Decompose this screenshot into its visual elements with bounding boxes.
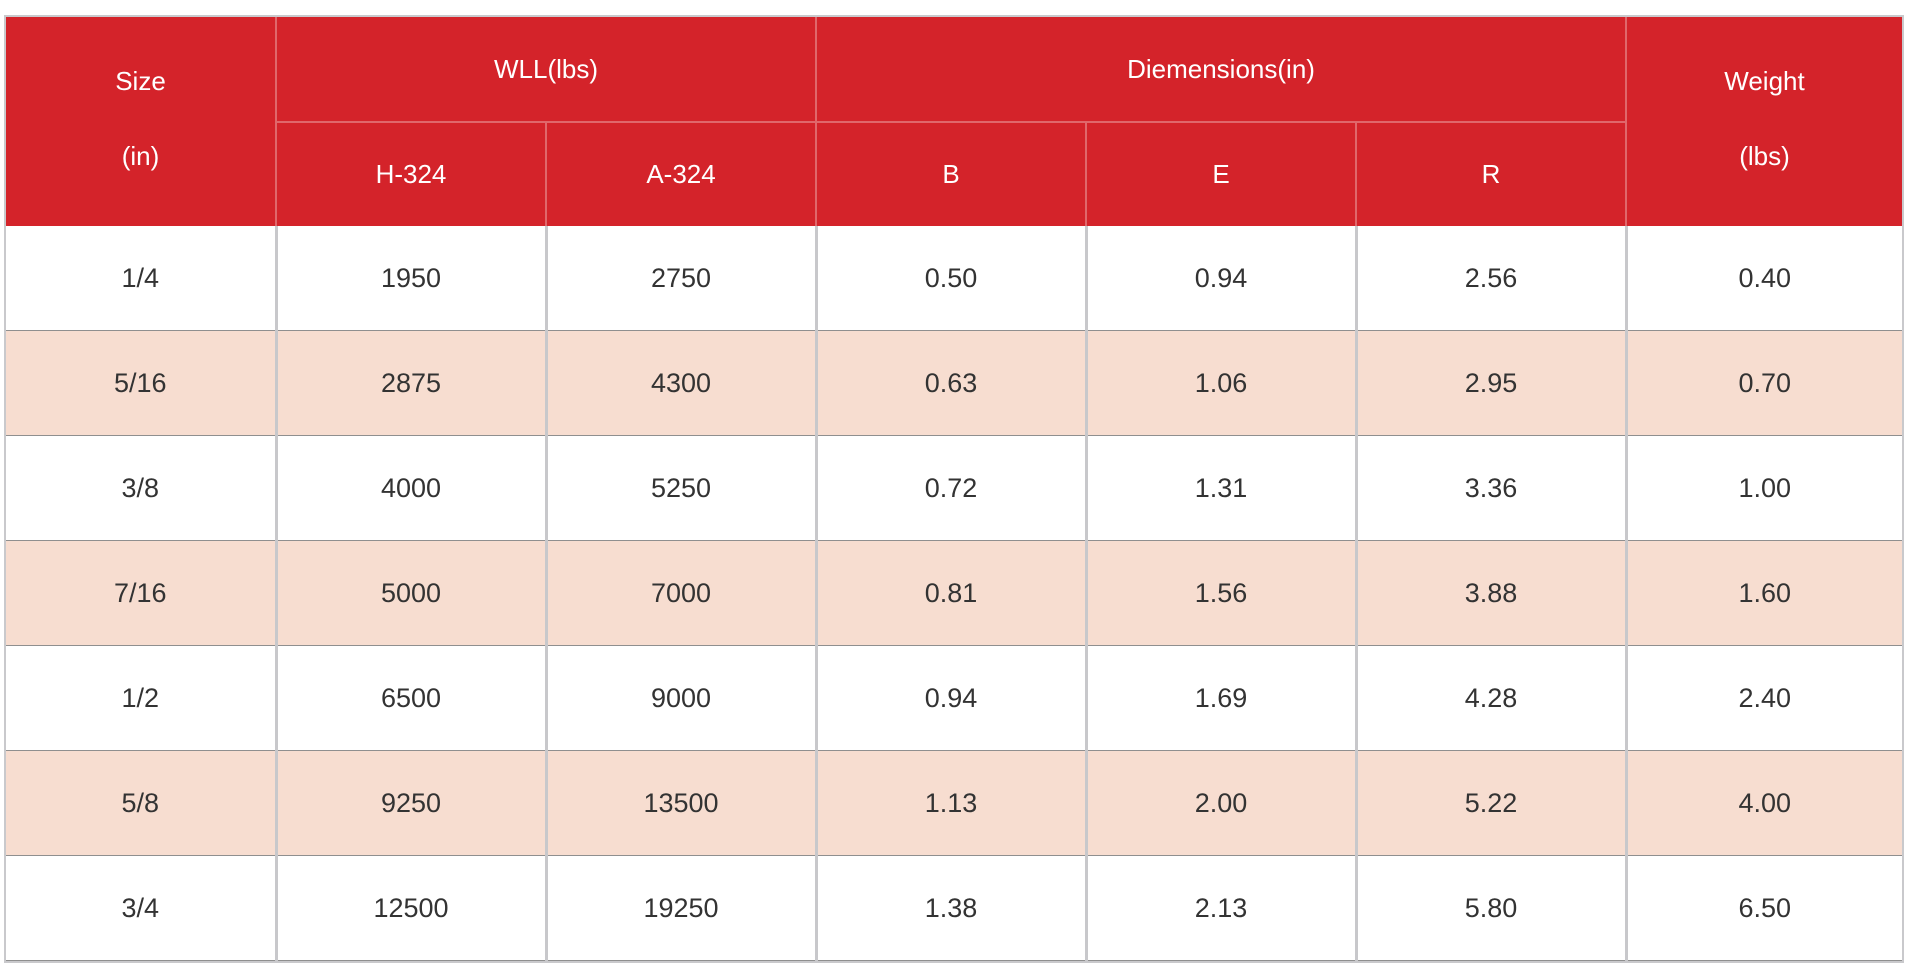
cell-dim-e: 1.69 <box>1084 645 1358 751</box>
table-header: Size (in) WLL(lbs) Diemensions(in) Weigh… <box>6 17 1903 226</box>
cell-wll-h324: 1950 <box>274 226 548 331</box>
cell-size: 7/16 <box>6 540 278 646</box>
header-e: E <box>1085 122 1358 226</box>
cell-wll-a324: 4300 <box>544 330 818 436</box>
cell-wll-a324: 19250 <box>544 855 818 961</box>
header-wll: WLL(lbs) <box>274 17 818 123</box>
cell-size: 3/8 <box>6 435 278 541</box>
cell-wll-a324: 13500 <box>544 750 818 856</box>
spec-table-frame: Size (in) WLL(lbs) Diemensions(in) Weigh… <box>4 15 1904 963</box>
header-b: B <box>815 122 1088 226</box>
cell-dim-r: 2.56 <box>1354 226 1628 331</box>
cell-size: 3/4 <box>6 855 278 961</box>
cell-dim-r: 5.80 <box>1354 855 1628 961</box>
cell-weight: 6.50 <box>1624 855 1903 961</box>
table-row: 5/16 2875 4300 0.63 1.06 2.95 0.70 <box>6 330 1903 436</box>
table-row: 1/2 6500 9000 0.94 1.69 4.28 2.40 <box>6 645 1903 751</box>
cell-size: 5/16 <box>6 330 278 436</box>
cell-size: 1/4 <box>6 226 278 331</box>
cell-weight: 1.60 <box>1624 540 1903 646</box>
cell-dim-e: 1.06 <box>1084 330 1358 436</box>
cell-dim-b: 0.94 <box>814 645 1088 751</box>
table-row: 3/4 12500 19250 1.38 2.13 5.80 6.50 <box>6 855 1903 961</box>
cell-dim-b: 0.50 <box>814 226 1088 331</box>
cell-wll-a324: 5250 <box>544 435 818 541</box>
cell-wll-a324: 7000 <box>544 540 818 646</box>
cell-dim-r: 5.22 <box>1354 750 1628 856</box>
header-h324: H-324 <box>276 122 547 226</box>
cell-dim-e: 1.31 <box>1084 435 1358 541</box>
cell-weight: 4.00 <box>1624 750 1903 856</box>
spec-table: Size (in) WLL(lbs) Diemensions(in) Weigh… <box>6 17 1903 961</box>
header-a324: A-324 <box>544 122 818 226</box>
cell-dim-e: 2.00 <box>1084 750 1358 856</box>
cell-wll-h324: 4000 <box>274 435 548 541</box>
table-row: 1/4 1950 2750 0.50 0.94 2.56 0.40 <box>6 226 1903 331</box>
cell-wll-h324: 12500 <box>274 855 548 961</box>
header-r: R <box>1355 122 1627 226</box>
header-row-group: Size (in) WLL(lbs) Diemensions(in) Weigh… <box>6 17 1903 226</box>
cell-dim-b: 0.72 <box>814 435 1088 541</box>
header-row-sub: H-324 A-324 B E R <box>6 122 1902 226</box>
cell-wll-a324: 2750 <box>544 226 818 331</box>
cell-weight: 2.40 <box>1624 645 1903 751</box>
cell-dim-b: 1.38 <box>814 855 1088 961</box>
cell-dim-r: 4.28 <box>1354 645 1628 751</box>
header-weight-label: Weight <box>1724 65 1805 96</box>
header-size-unit: (in) <box>121 140 160 171</box>
cell-dim-b: 0.63 <box>814 330 1088 436</box>
cell-dim-b: 1.13 <box>814 750 1088 856</box>
header-weight: Weight (lbs) <box>1625 17 1903 226</box>
header-dimensions: Diemensions(in) <box>815 17 1628 123</box>
cell-wll-h324: 5000 <box>274 540 548 646</box>
cell-size: 1/2 <box>6 645 278 751</box>
table-row: 3/8 4000 5250 0.72 1.31 3.36 1.00 <box>6 435 1903 541</box>
table-row: 7/16 5000 7000 0.81 1.56 3.88 1.60 <box>6 540 1903 646</box>
table-row: 5/8 9250 13500 1.13 2.00 5.22 4.00 <box>6 750 1903 856</box>
table-body: 1/4 1950 2750 0.50 0.94 2.56 0.40 5/16 2875 4300 0… <box>6 226 1903 961</box>
cell-dim-r: 2.95 <box>1354 330 1628 436</box>
cell-dim-e: 2.13 <box>1084 855 1358 961</box>
cell-wll-h324: 2875 <box>274 330 548 436</box>
cell-dim-b: 0.81 <box>814 540 1088 646</box>
cell-weight: 0.40 <box>1624 226 1903 331</box>
cell-dim-r: 3.88 <box>1354 540 1628 646</box>
header-size-label: Size <box>115 65 166 96</box>
cell-size: 5/8 <box>6 750 278 856</box>
cell-dim-e: 0.94 <box>1084 226 1358 331</box>
cell-wll-h324: 6500 <box>274 645 548 751</box>
cell-weight: 0.70 <box>1624 330 1903 436</box>
cell-wll-a324: 9000 <box>544 645 818 751</box>
header-weight-unit: (lbs) <box>1739 140 1790 171</box>
cell-dim-e: 1.56 <box>1084 540 1358 646</box>
cell-weight: 1.00 <box>1624 435 1903 541</box>
cell-wll-h324: 9250 <box>274 750 548 856</box>
cell-dim-r: 3.36 <box>1354 435 1628 541</box>
header-size: Size (in) <box>6 17 277 226</box>
